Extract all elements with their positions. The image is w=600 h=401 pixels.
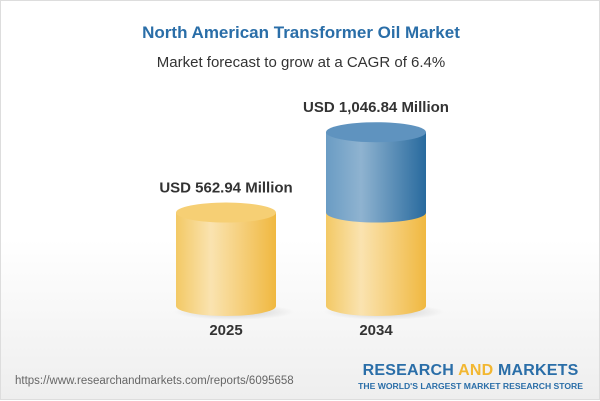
chart-subtitle: Market forecast to grow at a CAGR of 6.4… [156,54,446,71]
cylinder-growth-segment [326,132,426,223]
cylinder-base-segment [176,212,276,316]
cylinder-top [176,202,276,223]
category-label: 2034 [359,322,393,339]
chart-title: North American Transformer Oil Market [142,23,460,42]
category-label: 2025 [209,322,242,339]
cylinder-base-segment [326,212,426,316]
cylinder-top [326,122,426,143]
research-and-markets-logo: RESEARCH AND MARKETS THE WORLD'S LARGEST… [358,362,583,391]
data-label: USD 562.94 Million [159,180,292,197]
source-url[interactable]: https://www.researchandmarkets.com/repor… [15,375,294,387]
data-label: USD 1,046.84 Million [303,99,449,116]
